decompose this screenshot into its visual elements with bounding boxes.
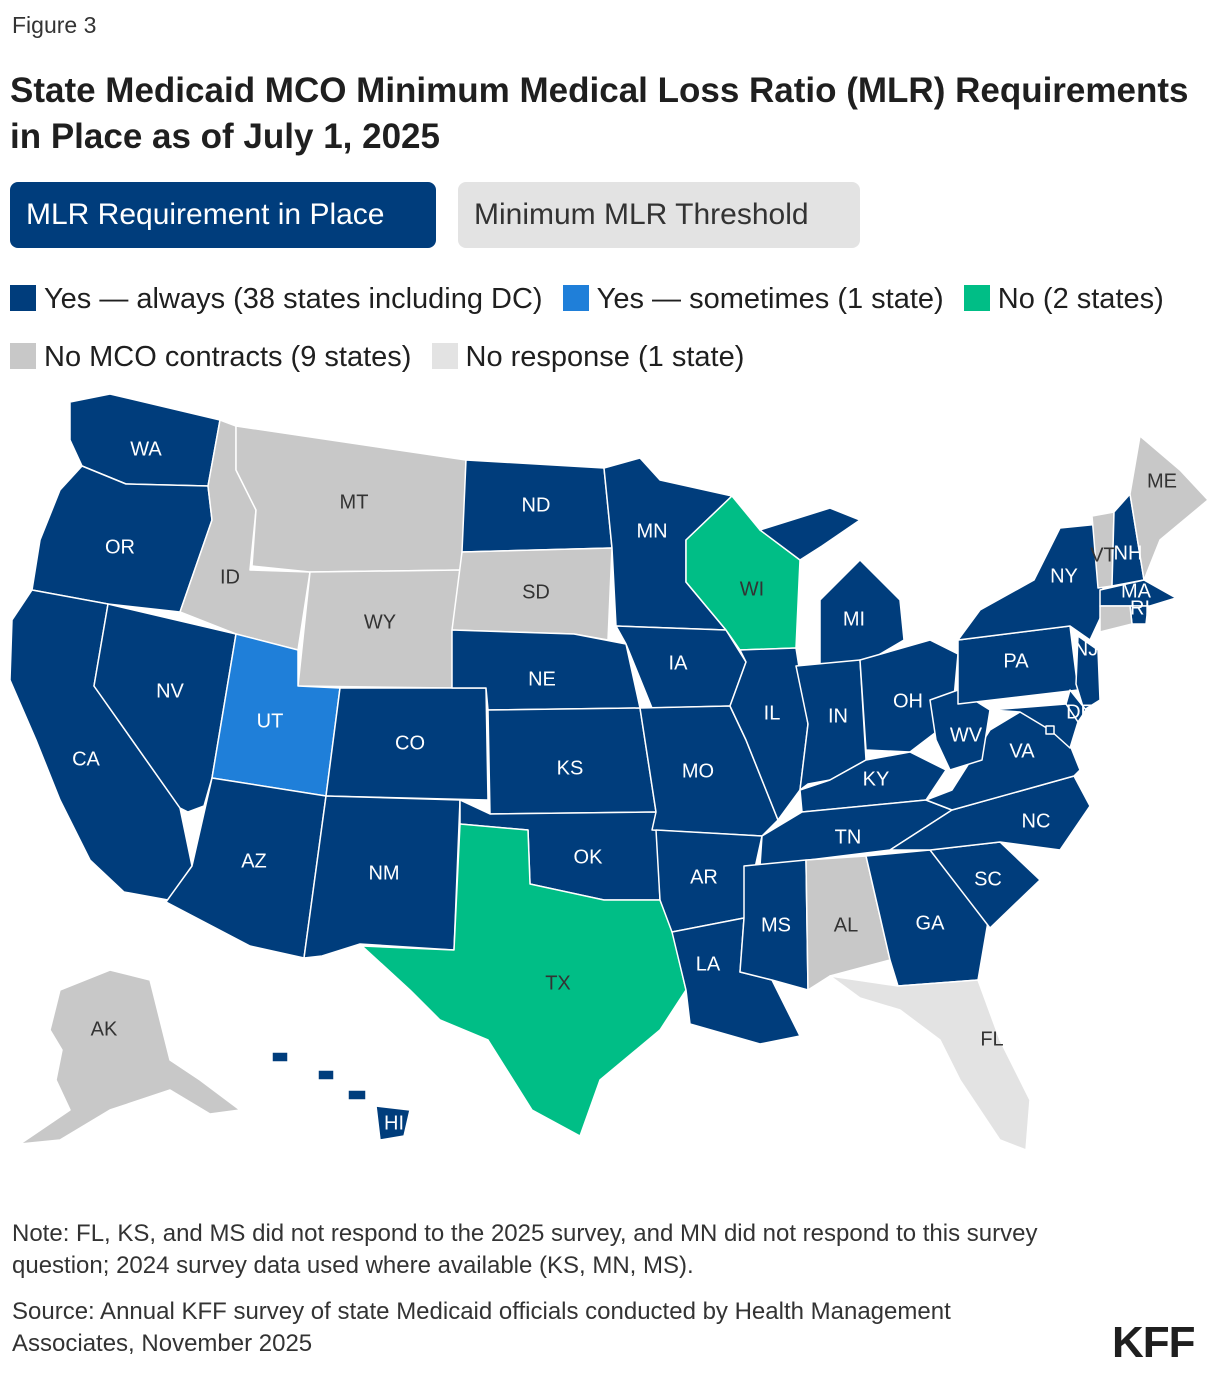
state-label-de: DE bbox=[1066, 701, 1094, 723]
state-label-al: AL bbox=[834, 914, 858, 936]
legend-swatch-always bbox=[10, 285, 36, 311]
note: Note: FL, KS, and MS did not respond to … bbox=[12, 1220, 1038, 1279]
legend-label-sometimes: Yes — sometimes (1 state) bbox=[596, 283, 944, 315]
legend-label-no: No (2 states) bbox=[997, 283, 1164, 315]
chart-title: State Medicaid MCO Minimum Medical Loss … bbox=[10, 71, 1189, 156]
state-label-or: OR bbox=[105, 536, 135, 558]
legend-swatch-no bbox=[963, 285, 990, 311]
source: Source: Annual KFF survey of state Medic… bbox=[12, 1298, 951, 1357]
legend-label-no-mco: No MCO contracts (9 states) bbox=[44, 341, 412, 373]
state-label-me: ME bbox=[1147, 470, 1177, 492]
state-label-nj: NJ bbox=[1074, 638, 1098, 660]
state-ct[interactable] bbox=[1099, 605, 1133, 633]
state-label-ia: IA bbox=[669, 652, 689, 674]
legend-swatch-no-response bbox=[431, 343, 458, 369]
state-al[interactable] bbox=[805, 855, 891, 991]
state-label-wv: WV bbox=[950, 724, 983, 746]
state-label-co: CO bbox=[395, 732, 425, 754]
state-label-ky: KY bbox=[863, 768, 890, 790]
state-label-ca: CA bbox=[72, 748, 100, 770]
state-ny[interactable] bbox=[957, 523, 1105, 641]
state-label-nc: NC bbox=[1022, 810, 1051, 832]
state-or[interactable] bbox=[31, 465, 213, 613]
legend-item-always[interactable]: Yes — always (38 states including DC) bbox=[10, 283, 543, 315]
state-label-nd: ND bbox=[522, 494, 551, 516]
state-label-ms: MS bbox=[761, 914, 791, 936]
state-label-wy: WY bbox=[364, 611, 396, 633]
state-label-nv: NV bbox=[156, 680, 184, 702]
legend-item-sometimes[interactable]: Yes — sometimes (1 state) bbox=[562, 283, 944, 315]
legend-label-always: Yes — always (38 states including DC) bbox=[44, 283, 543, 315]
legend-label-no-response: No response (1 state) bbox=[465, 341, 745, 373]
state-label-in: IN bbox=[828, 705, 848, 727]
legend-swatch-sometimes bbox=[562, 285, 589, 311]
state-label-az: AZ bbox=[241, 850, 267, 872]
tab-mlr-requirement[interactable]: MLR Requirement in Place bbox=[10, 182, 436, 248]
state-label-wi: WI bbox=[740, 578, 764, 600]
state-label-mo: MO bbox=[682, 760, 714, 782]
state-label-tx: TX bbox=[545, 972, 571, 994]
legend: Yes — always (38 states including DC) Ye… bbox=[10, 270, 1210, 386]
legend-swatch-no-mco bbox=[10, 343, 36, 369]
state-label-ar: AR bbox=[690, 866, 718, 888]
state-label-nh: NH bbox=[1114, 542, 1143, 564]
state-label-nm: NM bbox=[368, 862, 399, 884]
state-label-ks: KS bbox=[557, 757, 584, 779]
state-label-va: VA bbox=[1009, 740, 1035, 762]
state-label-ga: GA bbox=[916, 912, 946, 934]
state-label-il: IL bbox=[764, 702, 781, 724]
state-label-ut: UT bbox=[257, 710, 284, 732]
state-label-mt: MT bbox=[340, 491, 369, 513]
state-label-fl: FL bbox=[980, 1028, 1003, 1050]
state-label-ak: AK bbox=[91, 1018, 118, 1040]
state-ak[interactable] bbox=[19, 969, 241, 1145]
state-label-pa: PA bbox=[1003, 650, 1029, 672]
kff-logo: KFF bbox=[1112, 1318, 1196, 1367]
tab-minimum-mlr-threshold[interactable]: Minimum MLR Threshold bbox=[458, 182, 860, 248]
state-label-ri: RI bbox=[1130, 597, 1150, 619]
state-fl[interactable] bbox=[829, 975, 1031, 1151]
state-nj[interactable] bbox=[1075, 635, 1101, 711]
state-label-tn: TN bbox=[835, 826, 862, 848]
figure-label: Figure 3 bbox=[12, 12, 97, 38]
state-label-id: ID bbox=[220, 566, 240, 588]
state-label-vt: VT bbox=[1090, 544, 1116, 566]
us-map: WA OR CA NV ID MT WY UT AZ CO NM ND SD NE KS OK TX MN IA MO… bbox=[9, 393, 1209, 1151]
state-label-hi: HI bbox=[384, 1112, 404, 1134]
state-md[interactable] bbox=[989, 703, 1079, 749]
state-label-ne: NE bbox=[528, 668, 556, 690]
state-label-ny: NY bbox=[1050, 565, 1078, 587]
state-label-sd: SD bbox=[522, 581, 550, 603]
state-label-la: LA bbox=[696, 953, 721, 975]
legend-item-no-response[interactable]: No response (1 state) bbox=[431, 341, 745, 373]
state-tx[interactable] bbox=[361, 823, 687, 1137]
state-nc[interactable] bbox=[889, 775, 1091, 851]
state-label-ok: OK bbox=[574, 846, 604, 868]
state-dc[interactable] bbox=[1045, 725, 1055, 735]
state-hi[interactable] bbox=[271, 1051, 411, 1141]
legend-item-no-mco[interactable]: No MCO contracts (9 states) bbox=[10, 341, 411, 373]
state-label-oh: OH bbox=[893, 690, 923, 712]
state-label-ma: MA bbox=[1121, 580, 1152, 602]
state-co[interactable] bbox=[325, 687, 489, 801]
state-label-mi: MI bbox=[843, 608, 865, 630]
legend-item-no[interactable]: No (2 states) bbox=[963, 283, 1164, 315]
state-label-mn: MN bbox=[636, 520, 667, 542]
state-ma[interactable] bbox=[1099, 579, 1177, 607]
state-label-wa: WA bbox=[130, 438, 162, 460]
state-label-sc: SC bbox=[974, 868, 1002, 890]
